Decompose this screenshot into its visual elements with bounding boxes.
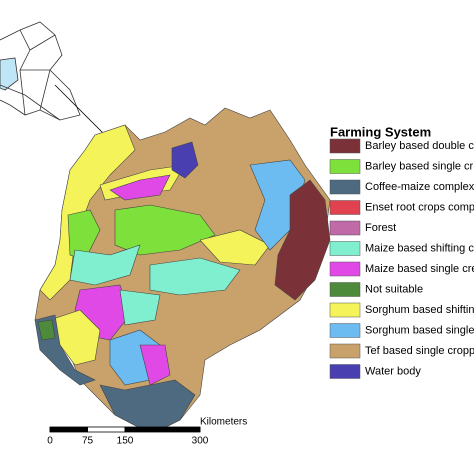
legend-label: Not suitable <box>365 283 423 295</box>
legend-swatch <box>329 343 361 359</box>
scale-segment <box>87 426 126 433</box>
legend-title: Farming System <box>330 124 431 139</box>
legend-label: Tef based single cropp <box>365 345 474 357</box>
legend-swatch <box>329 138 361 154</box>
legend-label: Sorghum based shiftin <box>365 304 474 316</box>
legend-label: Maize based single cre <box>365 263 474 275</box>
legend-label: Water body <box>365 365 421 377</box>
scale-tick-label: 150 <box>117 436 134 447</box>
scale-tick-label: 75 <box>82 436 94 447</box>
scale-segment <box>124 426 201 433</box>
legend-swatch <box>329 179 361 195</box>
inset-map <box>0 21 81 121</box>
legend-swatch <box>329 200 361 215</box>
legend-swatch <box>329 364 361 379</box>
legend-swatch <box>329 241 361 256</box>
legend-label: Barley based single cr <box>365 160 474 172</box>
legend: Barley based double c Barley based single… <box>329 138 474 379</box>
legend-label: Enset root crops comp <box>365 201 474 213</box>
legend-label: Barley based double c <box>365 140 474 152</box>
legend-swatch <box>329 302 361 318</box>
legend-swatch <box>329 159 361 174</box>
scale-unit: Kilometers <box>200 417 247 428</box>
study-area <box>34 107 331 431</box>
legend-swatch <box>329 323 361 338</box>
legend-label: Forest <box>365 222 396 234</box>
legend-swatch <box>329 282 361 297</box>
scale-segment <box>49 426 88 433</box>
legend-label: Maize based shifting c <box>365 242 474 254</box>
legend-swatch <box>329 220 361 236</box>
legend-label: Sorghum based single <box>365 324 474 336</box>
scale-tick-label: 0 <box>47 436 53 447</box>
legend-label: Coffee-maize complex <box>365 181 474 193</box>
scale-tick-label: 300 <box>192 436 209 447</box>
legend-swatch <box>329 261 361 277</box>
scale-bar: 0 75 150 300 Kilometers <box>47 417 247 447</box>
